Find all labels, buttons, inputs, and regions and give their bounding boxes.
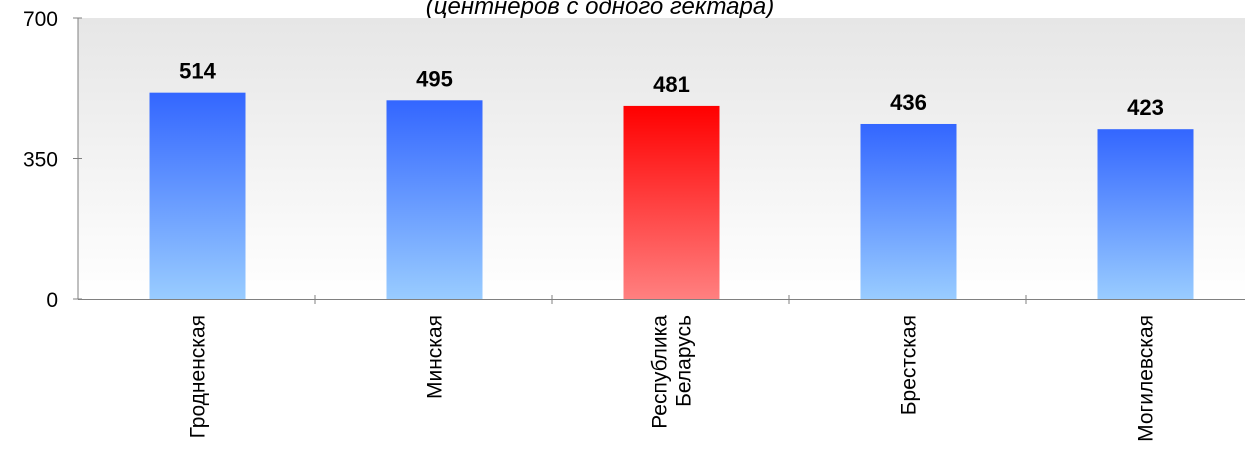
category-label-line: Минская [424,315,447,399]
category-label-5: Могилевская [1135,315,1158,442]
category-label-line: Брестская [898,315,921,415]
data-label-3: 481 [653,72,690,97]
category-label-4: Брестская [898,315,921,415]
data-labels: 514 495 481 436 423 [179,59,1164,121]
bar-5 [1097,129,1194,299]
category-label-1: Гродненская [187,315,210,438]
data-label-5: 423 [1127,95,1164,120]
category-label-line: Могилевская [1135,315,1158,442]
category-label-line: Гродненская [187,315,210,438]
bar-1 [149,92,246,299]
bar-2 [386,100,483,300]
data-label-4: 436 [890,90,927,115]
y-tick-label: 0 [46,289,58,312]
chart-subtitle: (центнеров с одного гектара) [426,0,774,20]
category-label-2: Минская [424,315,447,399]
data-label-1: 514 [179,59,216,84]
category-label-line: Беларусь [673,315,696,407]
bars [149,92,1194,300]
category-label-line: Республика [649,315,672,429]
category-label-3: Республика Беларусь [649,315,696,429]
axes: Гродненская Минская Республика Беларусь Брес… [23,8,1245,442]
bar-3 [623,105,720,299]
y-tick-label: 700 [23,8,58,31]
bar-4 [860,123,957,299]
data-label-2: 495 [416,66,453,91]
y-tick-label: 350 [23,149,58,172]
